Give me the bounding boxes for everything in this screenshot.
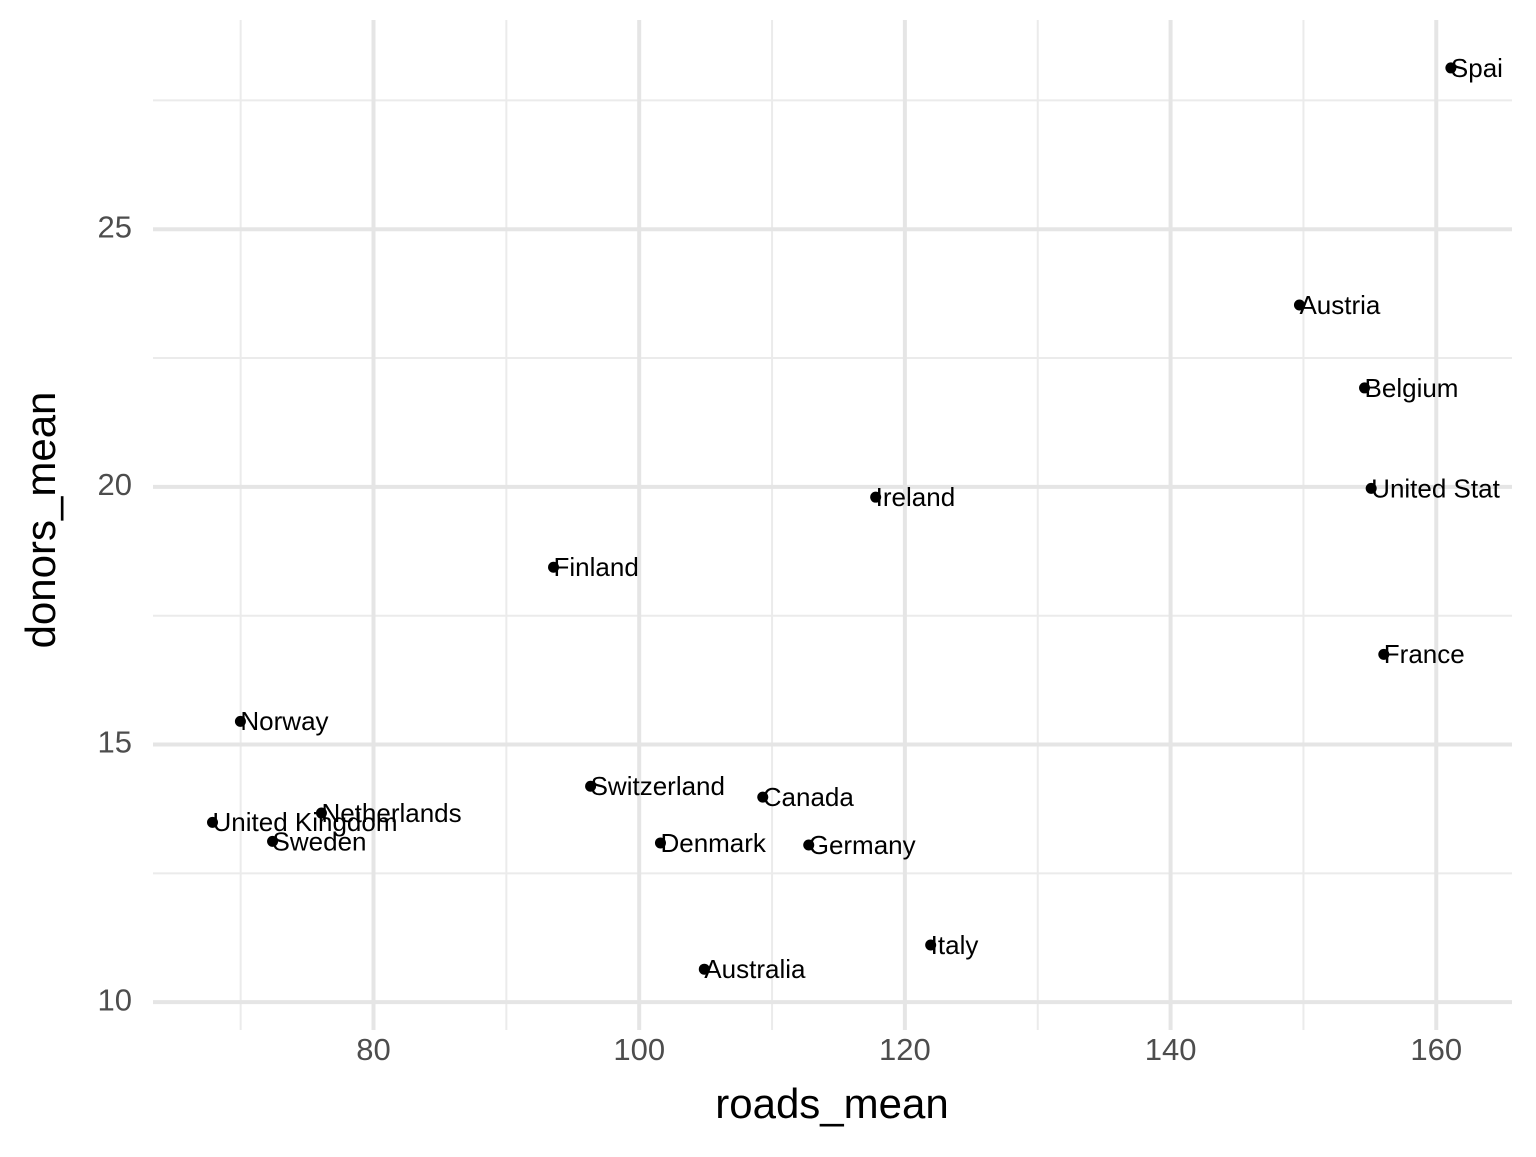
x-tick-label: 80	[356, 1032, 390, 1067]
point	[925, 939, 937, 951]
point	[234, 715, 246, 727]
point-label: Sweden	[273, 826, 367, 856]
x-tick-label: 140	[1145, 1032, 1197, 1067]
point	[1359, 382, 1371, 394]
point-label: Belgium	[1365, 373, 1459, 403]
y-tick-label: 20	[98, 467, 132, 502]
point	[757, 791, 769, 803]
grid	[153, 20, 1512, 1030]
point-label: Denmark	[660, 828, 766, 858]
point	[207, 816, 219, 828]
point	[870, 491, 882, 503]
point	[1365, 482, 1377, 494]
point-label: Austria	[1299, 290, 1380, 320]
point	[585, 780, 597, 792]
point-label: United Kingdom	[213, 807, 398, 837]
point-label: Canada	[763, 782, 855, 812]
point-label: Germany	[809, 830, 916, 860]
point	[315, 807, 327, 819]
point-label: Finland	[554, 552, 639, 582]
point-label: Switzerland	[591, 771, 725, 801]
point	[698, 963, 710, 975]
x-tick-label: 100	[613, 1032, 665, 1067]
point-label: France	[1384, 639, 1465, 669]
point	[654, 837, 666, 849]
point	[803, 839, 815, 851]
plot-area: Spai Austria Belgium United Stat Ireland Finl…	[207, 53, 1503, 984]
point-label: United Stat	[1371, 473, 1500, 503]
y-axis-title: donors_mean	[17, 392, 64, 649]
point	[1293, 299, 1305, 311]
x-tick-label: 160	[1410, 1032, 1462, 1067]
point-label: Ireland	[876, 482, 956, 512]
x-tick-label: 120	[879, 1032, 931, 1067]
point	[267, 835, 279, 847]
point-label: Netherlands	[321, 798, 461, 828]
point-label: Australia	[704, 954, 806, 984]
point	[1378, 648, 1390, 660]
point-label: Spai	[1451, 53, 1503, 83]
y-tick-label: 15	[98, 725, 132, 760]
point-label: Norway	[240, 706, 328, 736]
point	[1445, 62, 1457, 74]
x-axis-title: roads_mean	[715, 1080, 948, 1127]
y-tick-label: 10	[98, 982, 132, 1017]
point-label: Italy	[931, 930, 979, 960]
point	[548, 561, 560, 573]
y-tick-label: 25	[98, 209, 132, 244]
